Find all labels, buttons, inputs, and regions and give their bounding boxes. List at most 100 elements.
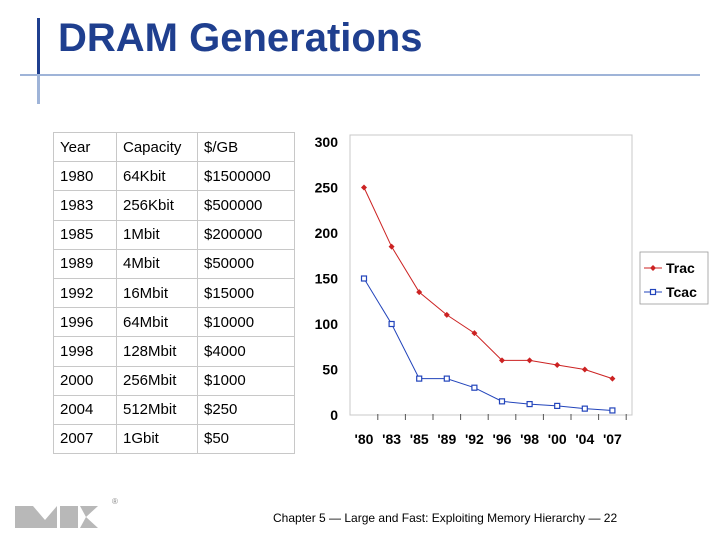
table-row: 1983 256Kbit $500000 (53, 190, 295, 221)
dram-table: Year Capacity $/GB 1980 64Kbit $1500000 19… (53, 131, 295, 455)
slide-title: DRAM Generations (58, 16, 423, 60)
cell-year: 1996 (53, 307, 117, 338)
x-tick-label: '92 (465, 431, 484, 447)
title-accent-tick (37, 74, 40, 104)
cell-capacity: 512Mbit (116, 394, 198, 425)
table-header-row: Year Capacity $/GB (53, 131, 295, 163)
cell-capacity: 16Mbit (116, 277, 198, 309)
cell-price: $50 (197, 423, 295, 455)
logo-block-m-left (15, 506, 33, 528)
data-point-trac (526, 357, 533, 364)
cell-year: 2007 (53, 423, 117, 455)
legend-swatch-marker (650, 265, 656, 271)
legend-box (639, 251, 709, 305)
y-tick-label: 250 (315, 180, 339, 196)
cell-year: 2004 (53, 394, 117, 425)
data-point-tcac (416, 375, 423, 382)
data-point-trac (499, 357, 505, 364)
cell-capacity: 256Kbit (116, 190, 198, 221)
data-point-trac (388, 243, 395, 250)
x-tick-label: '96 (493, 431, 512, 447)
title-accent-bar (37, 18, 40, 80)
data-point-trac (609, 375, 616, 382)
dram-latency-chart: 0 50 100 150 200 250 300 '80 '83 '85 '89 '92 '96 '98 '… (315, 134, 709, 447)
table-row: 1985 1Mbit $200000 (53, 219, 295, 250)
logo-block-m-right (33, 506, 57, 528)
cell-price: $500000 (197, 190, 295, 221)
x-tick-label: '83 (382, 431, 401, 447)
legend-label-tcac: Tcac (666, 284, 697, 300)
header-price: $/GB (197, 131, 295, 163)
cell-capacity: 128Mbit (116, 336, 198, 367)
cell-year: 1983 (53, 190, 117, 221)
table-row: 1989 4Mbit $50000 (53, 248, 295, 279)
cell-price: $1000 (197, 365, 295, 396)
data-point-tcac (360, 275, 368, 282)
data-point-trac (471, 330, 478, 337)
data-point-trac (554, 361, 561, 368)
cell-capacity: 4Mbit (116, 248, 198, 279)
cell-year: 1989 (53, 248, 117, 279)
y-tick-label: 50 (322, 362, 338, 378)
y-tick-label: 0 (330, 407, 338, 423)
table-row: 2007 1Gbit $50 (53, 423, 295, 455)
header-capacity: Capacity (116, 131, 198, 163)
y-tick-label: 200 (315, 225, 339, 241)
x-tick-label: '04 (575, 431, 594, 447)
data-point-trac (416, 289, 423, 296)
x-tick-label: '00 (548, 431, 567, 447)
data-point-tcac (554, 402, 561, 409)
cell-price: $4000 (197, 336, 295, 367)
table-row: 2000 256Mbit $1000 (53, 365, 295, 396)
y-tick-label: 300 (315, 134, 339, 150)
cell-price: $15000 (197, 277, 295, 309)
cell-price: $200000 (197, 219, 295, 250)
cell-capacity: 64Mbit (116, 307, 198, 338)
cell-price: $1500000 (197, 161, 295, 192)
x-tick-label: '80 (355, 431, 374, 447)
x-tick-label: '89 (437, 431, 456, 447)
x-tick-label: '98 (520, 431, 539, 447)
data-point-trac (581, 366, 588, 373)
cell-price: $50000 (197, 248, 295, 279)
x-tick-label: '85 (410, 431, 429, 447)
cell-price: $10000 (197, 307, 295, 338)
data-point-trac (443, 311, 450, 318)
x-tick-label: '07 (603, 431, 622, 447)
plot-frame (349, 134, 633, 416)
data-point-tcac (581, 405, 588, 412)
logo-block-k-stem (60, 506, 78, 528)
cell-capacity: 1Mbit (116, 219, 198, 250)
cell-price: $250 (197, 394, 295, 425)
data-point-trac (361, 184, 367, 191)
table-row: 2004 512Mbit $250 (53, 394, 295, 425)
data-point-tcac (471, 384, 478, 391)
y-tick-label: 150 (315, 271, 339, 287)
cell-capacity: 256Mbit (116, 365, 198, 396)
slide-footer: Chapter 5 — Large and Fast: Exploiting M… (273, 511, 618, 525)
cell-capacity: 64Kbit (116, 161, 198, 192)
mk-logo: ® (15, 497, 118, 528)
plot-area: 0 50 100 150 200 250 300 '80 '83 '85 '89 '92 '96 '98 '… (315, 134, 709, 447)
data-point-tcac (388, 320, 395, 328)
cell-year: 1980 (53, 161, 117, 192)
cell-year: 1998 (53, 336, 117, 367)
series-line-tcac (363, 278, 613, 411)
legend-label-trac: Trac (666, 260, 695, 276)
data-point-tcac (443, 375, 450, 382)
cell-capacity: 1Gbit (116, 423, 198, 455)
data-point-tcac (498, 398, 506, 405)
legend-swatch-marker (649, 288, 657, 296)
logo-block-k-arm (80, 506, 98, 528)
cell-year: 1985 (53, 219, 117, 250)
cell-year: 2000 (53, 365, 117, 396)
table-row: 1998 128Mbit $4000 (53, 336, 295, 367)
series-line-trac (363, 187, 613, 380)
cell-year: 1992 (53, 277, 117, 309)
table-row: 1996 64Mbit $10000 (53, 307, 295, 338)
data-point-tcac (526, 400, 533, 408)
registered-mark: ® (112, 497, 118, 506)
y-tick-label: 100 (315, 316, 339, 332)
table-row: 1980 64Kbit $1500000 (53, 161, 295, 192)
header-year: Year (53, 131, 117, 163)
